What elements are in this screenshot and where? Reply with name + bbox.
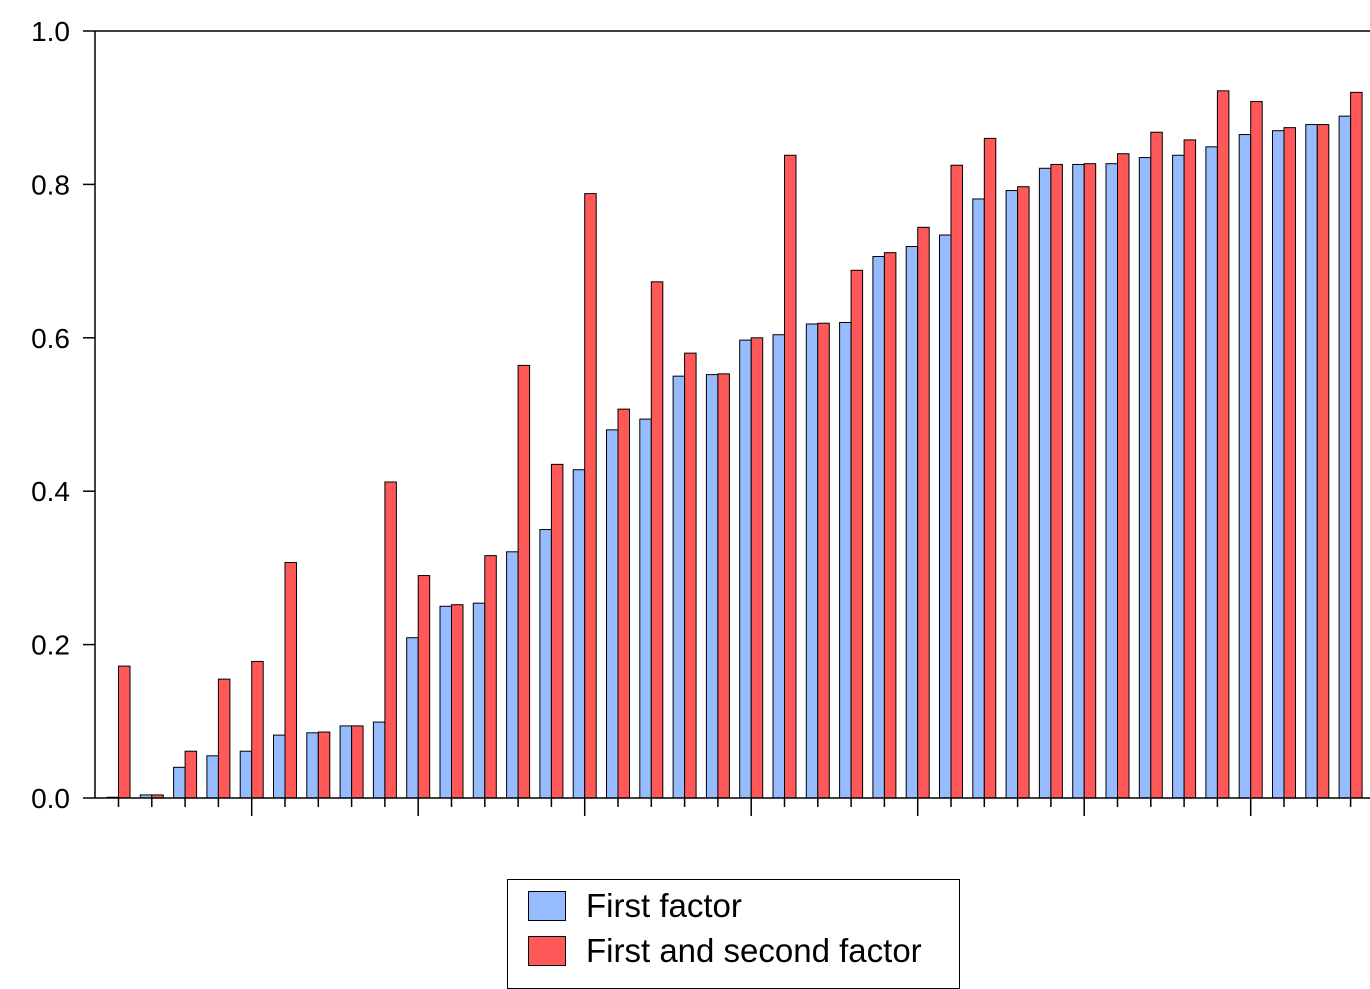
bar-first-factor: [705, 374, 719, 799]
bar-first-and-second-factor: [184, 750, 198, 799]
bar-first-and-second-factor: [1183, 139, 1197, 799]
bar-first-and-second-factor: [417, 575, 431, 799]
bar-first-factor: [439, 605, 452, 799]
bar-first-factor: [972, 198, 985, 799]
bar-first-factor: [905, 246, 919, 799]
bar-first-and-second-factor: [517, 364, 531, 799]
bar-first-factor: [639, 418, 652, 799]
bar-first-and-second-factor: [1283, 127, 1296, 799]
bar-first-factor: [872, 256, 885, 799]
bar-first-and-second-factor: [950, 164, 963, 799]
bar-first-and-second-factor: [983, 137, 997, 799]
bar-first-factor: [306, 732, 319, 799]
bar-first-and-second-factor: [850, 269, 864, 799]
y-axis: 0.0 0.2 0.4 0.6 0.8 1.0: [31, 16, 95, 814]
bar-first-factor: [406, 637, 419, 799]
y-tick-label: 1.0: [31, 16, 70, 47]
bar-first-factor: [805, 323, 819, 799]
y-tick-label: 0.0: [31, 783, 70, 814]
bar-first-and-second-factor: [550, 463, 564, 799]
bar-first-and-second-factor: [784, 154, 797, 799]
bar-first-and-second-factor: [1017, 186, 1030, 799]
bar-first-factor: [1272, 130, 1285, 799]
bar-first-and-second-factor: [451, 604, 464, 799]
bar-first-and-second-factor: [484, 555, 497, 799]
bar-first-and-second-factor: [817, 322, 830, 799]
bar-first-and-second-factor: [1050, 163, 1063, 799]
x-axis: [117, 798, 1352, 816]
bar-first-and-second-factor: [750, 337, 764, 799]
y-tick-label: 0.4: [31, 476, 70, 507]
bar-first-factor: [839, 321, 852, 799]
bar-first-and-second-factor: [1117, 153, 1130, 799]
bar-first-factor: [206, 755, 219, 799]
bar-first-and-second-factor: [1216, 90, 1230, 799]
bar-first-and-second-factor: [917, 226, 930, 799]
bar-first-and-second-factor: [1350, 91, 1363, 799]
bar-first-and-second-factor: [684, 352, 697, 799]
bar-first-and-second-factor: [384, 481, 397, 799]
bar-first-factor: [273, 734, 286, 799]
y-tick-label: 0.2: [31, 630, 70, 661]
legend-label-first-factor: First factor: [586, 887, 742, 924]
bar-first-factor: [372, 721, 386, 799]
bar-first-and-second-factor: [251, 660, 264, 799]
bar-first-factor: [772, 334, 785, 799]
legend-item-first-factor: First factor: [528, 887, 742, 924]
legend: First factor First and second factor: [507, 879, 960, 989]
bar-first-and-second-factor: [717, 373, 730, 799]
bar-first-factor: [1305, 124, 1318, 799]
y-tick-label: 0.8: [31, 169, 70, 200]
bar-first-factor: [672, 375, 686, 799]
bar-first-and-second-factor: [1316, 124, 1330, 799]
bar-first-factor: [1238, 134, 1252, 799]
bar-first-and-second-factor: [584, 193, 597, 799]
bar-first-and-second-factor: [883, 252, 897, 799]
bar-first-factor: [1172, 154, 1185, 799]
bar-first-factor: [506, 551, 519, 799]
bar-first-factor: [239, 750, 253, 799]
bar-first-and-second-factor: [650, 281, 664, 799]
bar-first-factor: [1038, 167, 1052, 799]
bar-first-factor: [339, 725, 353, 799]
bar-first-and-second-factor: [1250, 101, 1263, 799]
legend-swatch-first-factor: [528, 891, 566, 921]
bar-first-factor: [472, 602, 486, 799]
bar-first-factor: [539, 529, 552, 799]
bar-first-factor: [173, 766, 186, 799]
bar-first-factor: [1005, 190, 1019, 799]
bar-first-and-second-factor: [118, 665, 131, 799]
bars-group: [106, 90, 1363, 799]
bar-first-factor: [1205, 146, 1218, 799]
bar-first-factor: [572, 469, 586, 799]
bar-first-factor: [1138, 157, 1152, 799]
bar-first-factor: [1072, 163, 1085, 799]
bar-first-and-second-factor: [617, 408, 630, 799]
bar-first-and-second-factor: [1083, 163, 1097, 799]
bar-first-factor: [1338, 115, 1352, 799]
legend-swatch-first-and-second-factor: [528, 936, 566, 966]
bar-first-and-second-factor: [217, 678, 231, 799]
bar-first-factor: [739, 339, 752, 799]
bar-first-and-second-factor: [284, 562, 297, 799]
legend-label-first-and-second-factor: First and second factor: [586, 932, 922, 969]
bar-first-factor: [939, 234, 952, 799]
y-tick-label: 0.6: [31, 323, 70, 354]
bar-first-and-second-factor: [317, 731, 331, 799]
bar-first-factor: [606, 429, 619, 799]
legend-item-first-and-second-factor: First and second factor: [528, 932, 922, 969]
bar-first-factor: [1105, 163, 1118, 799]
bar-first-and-second-factor: [1150, 131, 1163, 799]
bar-first-and-second-factor: [351, 725, 364, 799]
